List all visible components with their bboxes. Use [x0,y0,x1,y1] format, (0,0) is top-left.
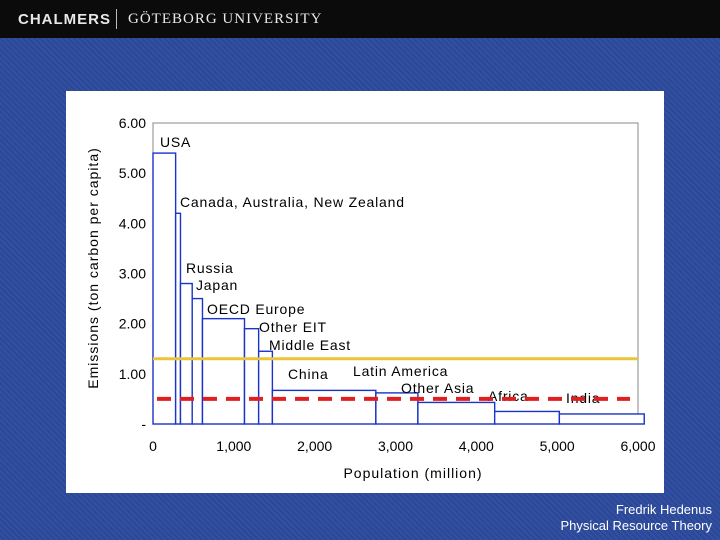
region-label: Other EIT [259,319,327,335]
region-label: China [288,366,329,382]
goteborg-university-logo: GÖTEBORG UNIVERSITY [128,11,323,27]
x-tick-label: 3,000 [378,438,413,454]
region-label: USA [160,134,191,150]
bar-region [271,389,377,425]
bar-region [417,401,496,425]
y-axis-label: Emissions (ton carbon per capita) [85,147,101,389]
bar-region [201,317,246,425]
author-name: Fredrik Hedenus [615,502,712,517]
bar-region [179,282,193,425]
y-tick-label: 3.00 [119,266,146,282]
region-label: Russia [186,260,234,276]
y-tick-label: - [141,416,146,432]
region-label: Latin America [353,363,448,379]
x-tick-label: 5,000 [540,438,575,454]
x-tick-label: 2,000 [297,438,332,454]
y-tick-label: 6.00 [119,115,146,131]
bar-region [257,350,274,425]
region-label: Canada, Australia, New Zealand [180,194,405,210]
y-tick-label: 1.00 [119,366,146,382]
region-label: OECD Europe [207,301,305,317]
bar-region [243,327,260,425]
bar-region [558,413,645,425]
x-tick-label: 0 [149,438,157,454]
region-label: Middle East [269,337,351,353]
chalmers-logo: CHALMERS [18,11,111,28]
course-name: Physical Resource Theory [560,518,713,533]
y-tick-label: 4.00 [119,215,146,231]
x-axis-label: Population (million) [343,465,482,481]
bar-region [493,410,561,425]
region-label: Africa [488,388,529,404]
y-tick-label: 2.00 [119,316,146,332]
header-bar: CHALMERS GÖTEBORG UNIVERSITY [0,0,720,38]
x-tick-label: 6,000 [620,438,655,454]
footer: Fredrik Hedenus Physical Resource Theory [561,502,713,534]
region-label: Japan [196,277,238,293]
bar-region [191,297,204,425]
logo-divider [116,9,117,29]
x-tick-label: 4,000 [459,438,494,454]
y-tick-label: 5.00 [119,165,146,181]
x-tick-label: 1,000 [216,438,251,454]
region-label: Other Asia [401,380,474,396]
bar-region [174,212,182,425]
bar-region [152,152,177,425]
